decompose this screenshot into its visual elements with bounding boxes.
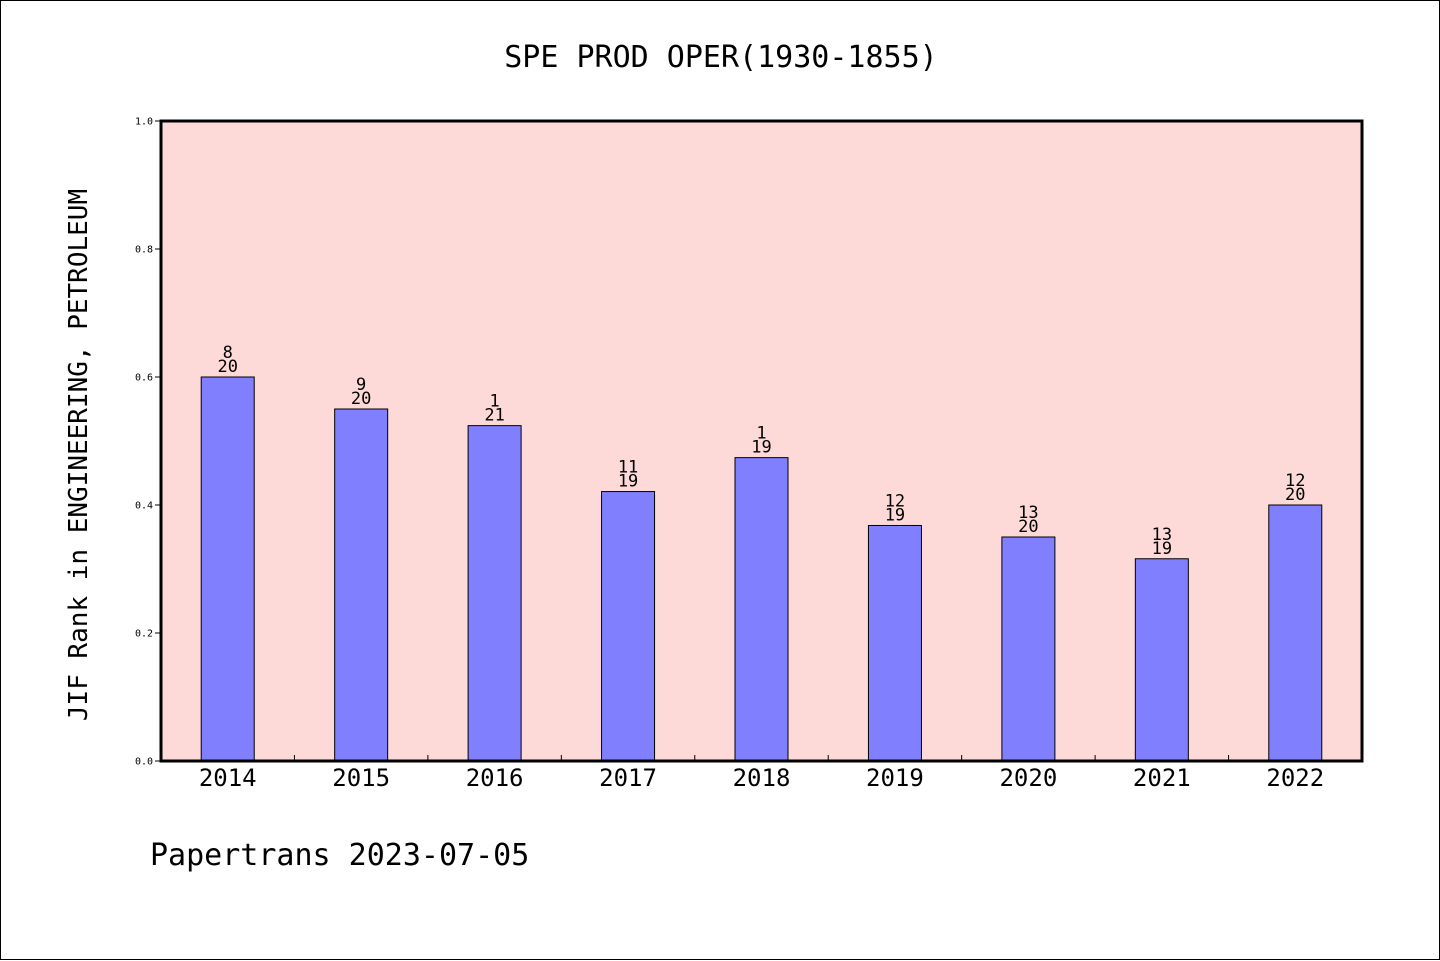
- bar-total-label: 19: [885, 505, 905, 525]
- bar-2022: [1268, 504, 1323, 762]
- bar-total-label: 21: [484, 406, 504, 426]
- bar-total-label: 19: [1152, 539, 1172, 559]
- x-tick-label: 2021: [1133, 764, 1191, 792]
- bar-rank-label: 11: [618, 458, 638, 478]
- x-tick-label: 2019: [866, 764, 924, 792]
- bar-2015: [334, 408, 389, 762]
- x-tick-label: 2022: [1266, 764, 1324, 792]
- chart-title: SPE PROD OPER(1930-1855): [504, 40, 937, 75]
- bar-2021: [1134, 558, 1189, 762]
- y-tick-label: 0.2: [135, 629, 153, 640]
- bar-total-label: 20: [351, 389, 371, 409]
- bar-2017: [601, 491, 656, 762]
- y-axis-label: JIF Rank in ENGINEERING, PETROLEUM: [64, 189, 94, 721]
- bar-rank-label: 1: [489, 392, 499, 412]
- bar-rank-label: 9: [356, 375, 366, 395]
- x-tick-label: 2020: [999, 764, 1057, 792]
- y-tick-label: 0.0: [135, 757, 153, 768]
- bar-total-label: 20: [217, 357, 237, 377]
- bar-rank-label: 8: [223, 343, 233, 363]
- bar-rank-label: 1: [756, 424, 766, 444]
- bar-2019: [867, 524, 922, 762]
- x-tick-label: 2017: [599, 764, 657, 792]
- x-tick-label: 2016: [466, 764, 524, 792]
- x-tick-label: 2015: [332, 764, 390, 792]
- bar-total-label: 20: [1285, 485, 1305, 505]
- x-tick-label: 2014: [199, 764, 257, 792]
- bar-rank-label: 13: [1152, 525, 1172, 545]
- plot-border: [159, 119, 1364, 763]
- bar-2018: [734, 457, 789, 762]
- bar-2016: [467, 425, 522, 762]
- footer-credit: Papertrans 2023-07-05: [150, 838, 529, 873]
- y-tick-label: 0.6: [135, 373, 153, 384]
- bar-2014: [200, 376, 255, 762]
- bar-total-label: 19: [618, 472, 638, 492]
- bar-rank-label: 13: [1018, 503, 1038, 523]
- bar-2020: [1001, 536, 1056, 762]
- bar-rank-label: 12: [885, 491, 905, 511]
- y-tick-label: 1.0: [135, 117, 153, 128]
- y-tick-label: 0.4: [135, 501, 153, 512]
- ticks-layer: 2014 2015 2016 2017 2018 2019 2020 2021 20220.00…: [135, 117, 1324, 793]
- bar-total-label: 19: [751, 438, 771, 458]
- y-tick-label: 0.8: [135, 245, 153, 256]
- bar-rank-label: 12: [1285, 471, 1305, 491]
- x-tick-label: 2018: [733, 764, 791, 792]
- bar-total-label: 20: [1018, 517, 1038, 537]
